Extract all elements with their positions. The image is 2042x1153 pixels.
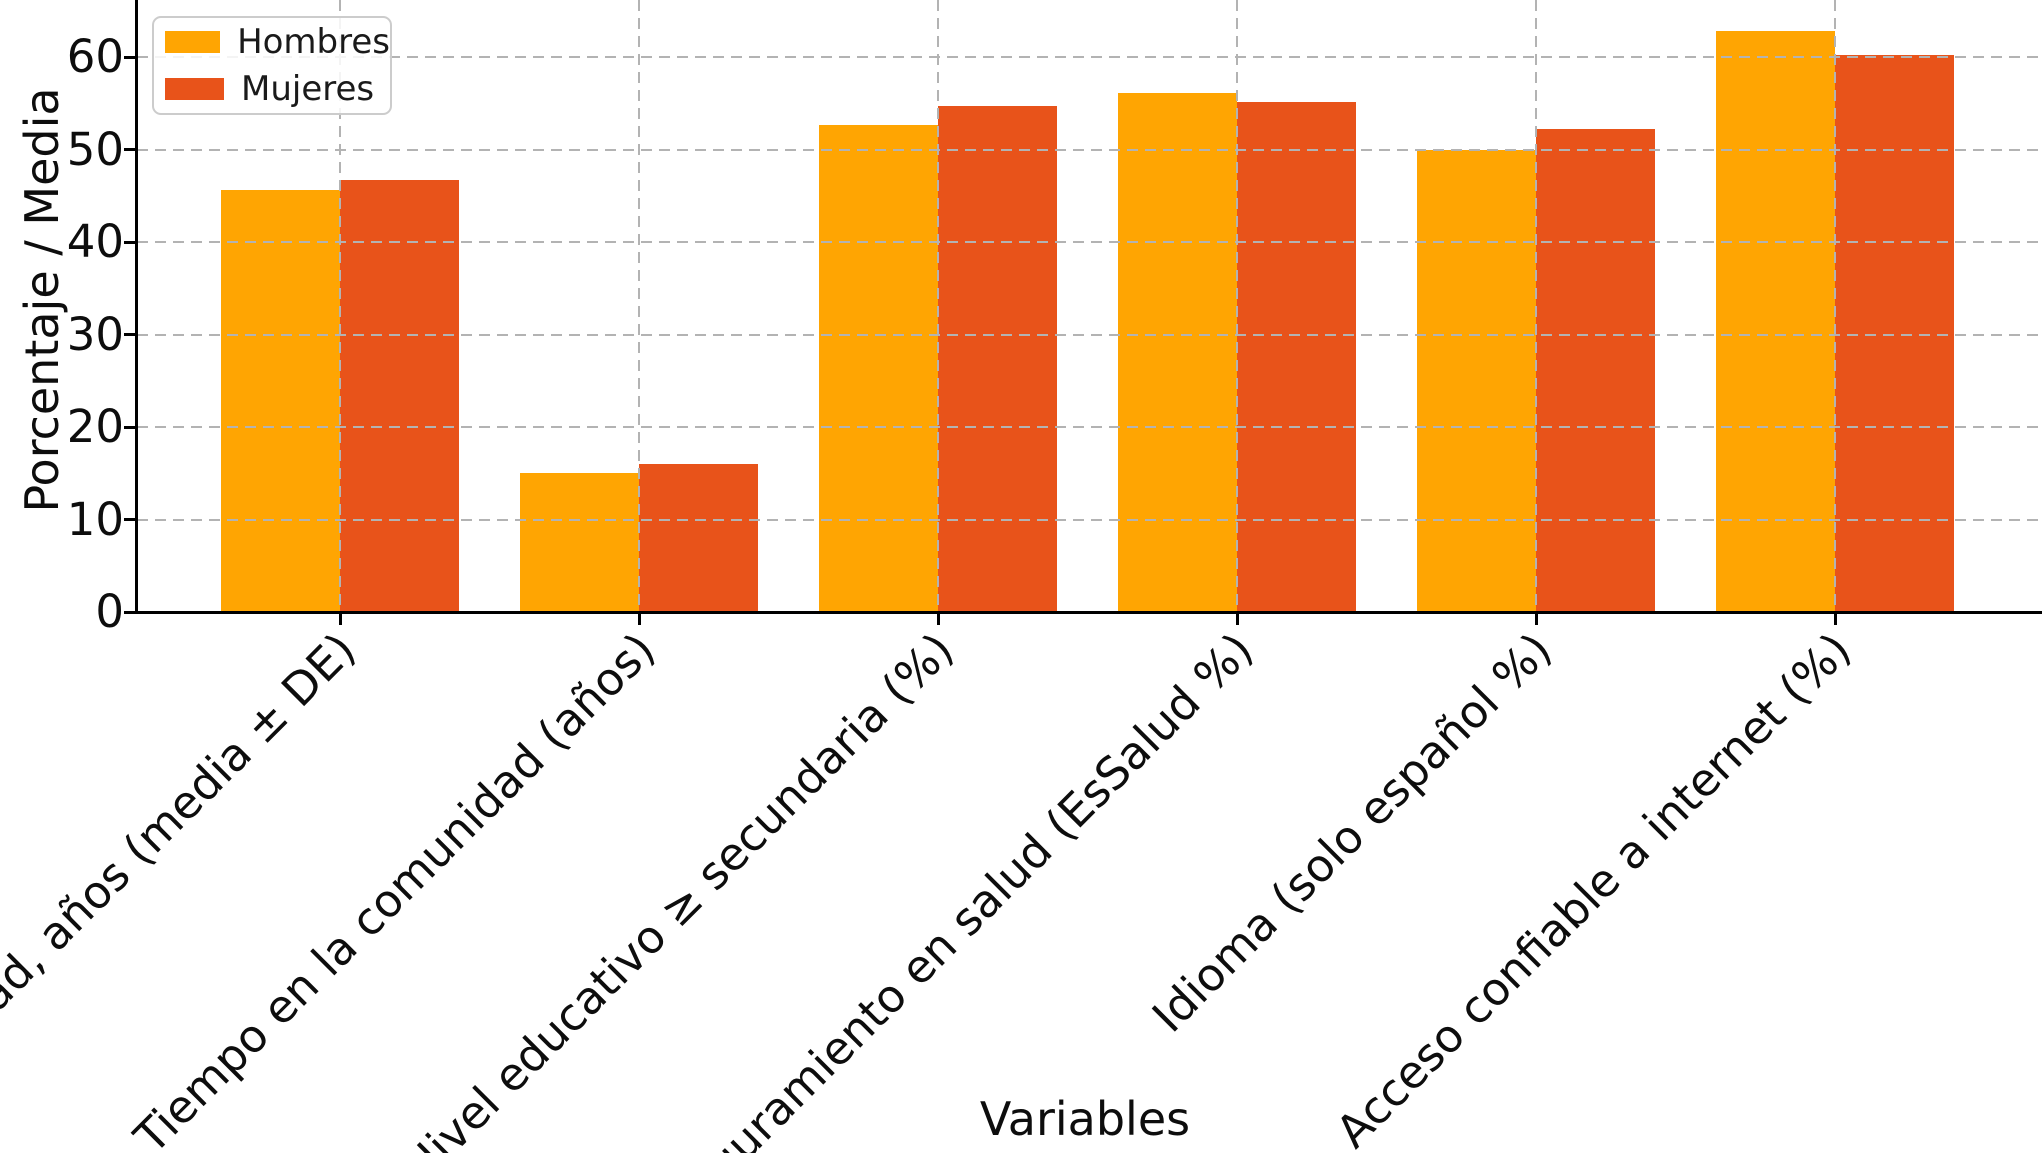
gridline-horizontal-60 bbox=[137, 56, 2042, 59]
legend-label-hombres: Hombres bbox=[237, 22, 390, 62]
y-tick-mark-30 bbox=[124, 333, 137, 337]
y-tick-mark-10 bbox=[124, 518, 137, 522]
y-tick-mark-40 bbox=[124, 240, 137, 244]
gridline-vertical-1 bbox=[638, 0, 640, 612]
x-tick-mark-2 bbox=[936, 612, 940, 625]
bar-mujeres-3 bbox=[1237, 101, 1356, 612]
y-tick-mark-60 bbox=[124, 55, 137, 59]
y-axis-spine bbox=[135, 0, 138, 614]
bar-hombres-3 bbox=[1118, 93, 1237, 612]
x-tick-label-2: Nivel educativo ≥ secundaria (%) bbox=[392, 622, 965, 1153]
y-tick-label-30: 30 bbox=[66, 307, 124, 361]
bar-mujeres-4 bbox=[1536, 129, 1655, 612]
x-axis-title: Variables bbox=[979, 1092, 1191, 1146]
y-tick-label-10: 10 bbox=[66, 492, 124, 546]
gridline-horizontal-30 bbox=[137, 333, 2042, 336]
gridline-horizontal-40 bbox=[137, 241, 2042, 244]
y-tick-label-50: 50 bbox=[66, 122, 124, 176]
y-tick-label-40: 40 bbox=[66, 215, 124, 269]
x-axis-spine bbox=[135, 611, 2042, 614]
gridline-vertical-2 bbox=[937, 0, 939, 612]
bar-mujeres-2 bbox=[938, 106, 1057, 612]
legend-item-mujeres: Mujeres bbox=[165, 72, 390, 106]
y-tick-mark-20 bbox=[124, 425, 137, 429]
gridline-horizontal-20 bbox=[137, 426, 2042, 429]
x-tick-label-1: Tiempo en la comunidad (años) bbox=[123, 622, 666, 1153]
y-tick-label-20: 20 bbox=[66, 400, 124, 454]
gridline-vertical-3 bbox=[1236, 0, 1238, 612]
gridline-vertical-5 bbox=[1834, 0, 1836, 612]
gridline-vertical-0 bbox=[339, 0, 341, 612]
legend-label-mujeres: Mujeres bbox=[241, 69, 375, 109]
x-tick-mark-3 bbox=[1235, 612, 1239, 625]
x-tick-label-5: Acceso confiable a internet (%) bbox=[1325, 622, 1862, 1153]
y-axis-title: Porcentaje / Media bbox=[15, 87, 69, 513]
bar-mujeres-1 bbox=[639, 464, 758, 612]
gridline-horizontal-50 bbox=[137, 148, 2042, 151]
bar-hombres-4 bbox=[1417, 149, 1536, 612]
bar-hombres-1 bbox=[520, 473, 639, 612]
x-tick-mark-4 bbox=[1534, 612, 1538, 625]
legend-swatch-hombres bbox=[165, 31, 221, 53]
bar-hombres-5 bbox=[1716, 30, 1835, 612]
x-tick-mark-1 bbox=[637, 612, 641, 625]
legend-swatch-mujeres bbox=[165, 78, 224, 100]
gridline-vertical-4 bbox=[1535, 0, 1537, 612]
bar-mujeres-0 bbox=[340, 180, 459, 612]
legend-item-hombres: Hombres bbox=[165, 25, 390, 59]
bar-hombres-0 bbox=[221, 189, 340, 612]
y-tick-label-0: 0 bbox=[95, 585, 124, 638]
legend: Hombres Mujeres bbox=[152, 16, 392, 115]
gridline-horizontal-10 bbox=[137, 518, 2042, 521]
x-tick-mark-5 bbox=[1833, 612, 1837, 625]
x-tick-mark-0 bbox=[338, 612, 342, 625]
y-tick-mark-0 bbox=[124, 610, 137, 614]
y-tick-mark-50 bbox=[124, 148, 137, 152]
y-tick-label-60: 60 bbox=[66, 30, 124, 84]
bar-hombres-2 bbox=[819, 124, 938, 612]
